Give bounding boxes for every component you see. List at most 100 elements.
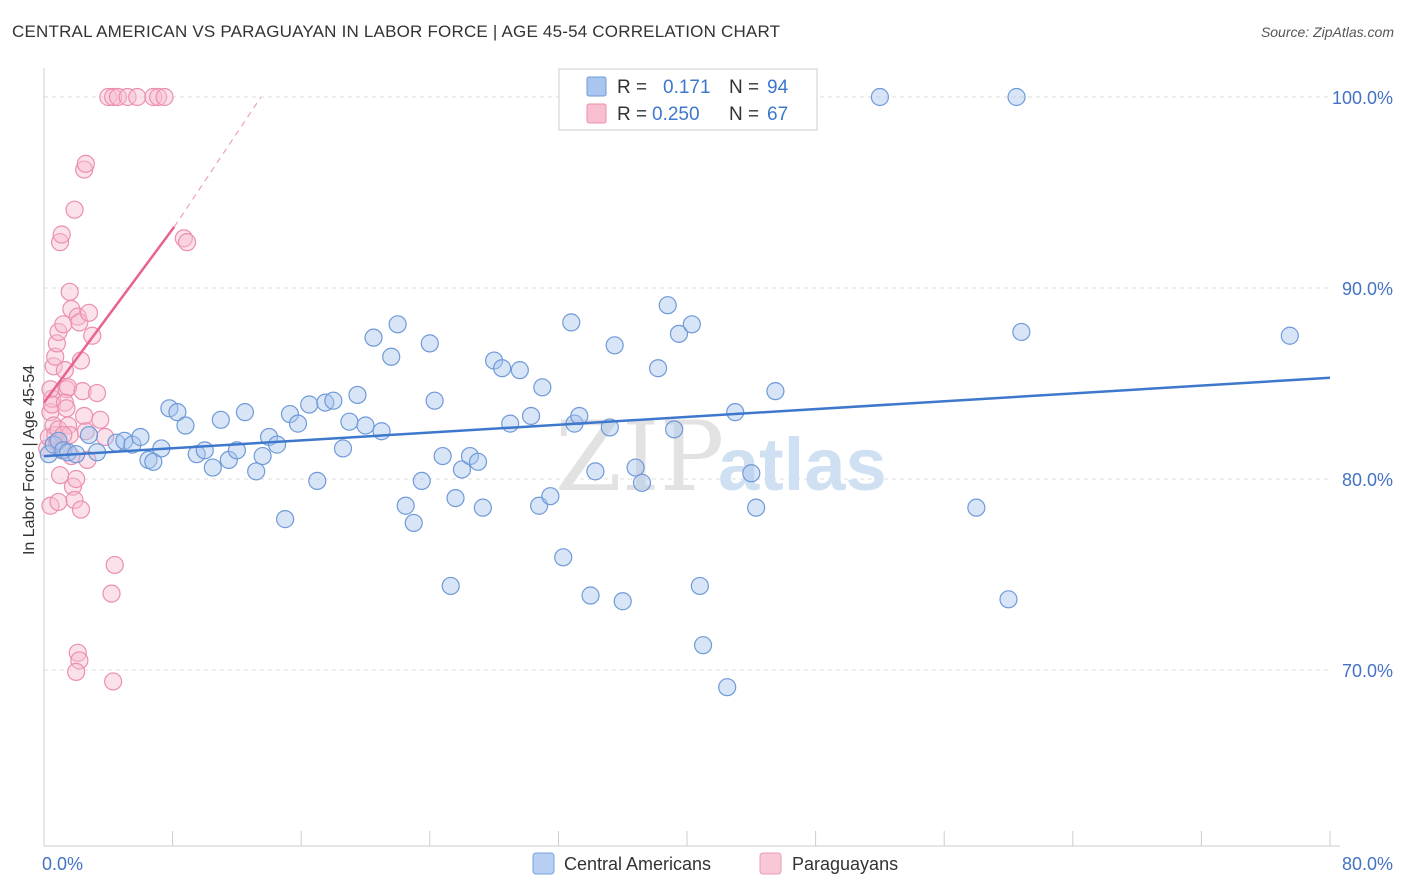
central-american-point	[396, 496, 415, 515]
central-american-point	[300, 395, 319, 414]
central-american-point	[554, 548, 573, 567]
paraguayan-point	[52, 225, 71, 244]
central-american-point	[581, 586, 600, 605]
central-american-point	[626, 458, 645, 477]
paraguayan-point	[95, 427, 115, 447]
central-american-point	[420, 334, 439, 353]
central-american-point	[227, 441, 246, 460]
paraguayan-point	[67, 469, 86, 489]
paraguayan-point	[44, 357, 63, 376]
central-american-point	[541, 487, 560, 506]
central-american-point	[693, 636, 713, 655]
x-tick-label-min: 0.0%	[42, 854, 83, 874]
central-american-point	[340, 412, 359, 431]
paraguayan-point	[59, 416, 78, 435]
central-american-point	[131, 427, 150, 447]
paraguayan-point	[68, 643, 87, 662]
central-american-point	[690, 576, 709, 596]
central-american-point	[356, 416, 375, 435]
paraguayan-point	[118, 87, 137, 107]
central-american-point	[747, 498, 766, 517]
paraguayan-point	[76, 154, 95, 173]
legend-n-label-1: N =	[729, 77, 759, 98]
paraguayan-point	[59, 378, 78, 397]
paraguayan-point	[50, 233, 70, 252]
axes	[43, 68, 1340, 847]
central-american-point	[144, 452, 163, 471]
central-american-point	[533, 378, 552, 397]
paraguayan-point	[70, 313, 89, 332]
central-american-point	[605, 336, 624, 355]
central-american-point	[308, 471, 327, 491]
central-american-point	[718, 678, 737, 697]
paraguayan-point	[65, 490, 84, 510]
central-american-point	[267, 435, 287, 454]
central-american-point	[382, 347, 401, 366]
paraguayans-points	[38, 87, 197, 691]
paraguayan-point	[71, 500, 91, 519]
central-american-point	[211, 410, 230, 429]
paraguayan-point	[79, 303, 99, 322]
legend-r-value-1: 0.171	[663, 77, 711, 98]
central-american-point	[195, 441, 214, 460]
trend-lines	[42, 96, 1331, 458]
paraguayan-point	[149, 87, 168, 107]
paraguayan-point	[99, 87, 118, 107]
tick-labels: 70.0% 80.0% 90.0% 100.0% 0.0% 80.0%	[42, 88, 1393, 874]
central-american-point	[412, 471, 431, 491]
central-american-point	[501, 414, 520, 433]
paraguayan-point	[91, 410, 110, 429]
legend-r-label-1: R =	[617, 77, 647, 98]
central-american-point	[348, 385, 367, 405]
paraguayan-point	[155, 87, 174, 107]
legend-n-value-2: 67	[767, 104, 788, 125]
central-american-point	[586, 462, 605, 481]
paraguayan-point	[104, 672, 123, 691]
central-american-point	[79, 425, 99, 445]
paraguayan-point	[55, 361, 74, 380]
central-american-point	[288, 414, 308, 433]
paraguayan-point	[54, 425, 73, 445]
series-legend: Central Americans Paraguayans	[532, 852, 898, 875]
central-americans-trend-line	[43, 376, 1331, 458]
source-label: Source: ZipAtlas.com	[1260, 24, 1394, 40]
legend-r-label-2: R =	[617, 104, 647, 125]
paraguayan-point	[62, 299, 81, 319]
central-american-point	[253, 446, 272, 466]
central-american-point	[1012, 322, 1031, 342]
paraguayan-point	[57, 399, 76, 418]
central-american-point	[276, 510, 295, 529]
paraguayan-point	[47, 334, 66, 353]
legend-swatch-pink	[586, 103, 607, 124]
y-tick-label-100: 100.0%	[1332, 88, 1393, 108]
central-american-point	[473, 498, 492, 517]
central-american-point	[870, 87, 890, 107]
paraguayan-point	[65, 200, 84, 219]
central-american-point	[665, 420, 684, 439]
paraguayan-point	[54, 315, 73, 334]
y-tick-label-90: 90.0%	[1342, 279, 1393, 299]
central-american-point	[168, 403, 187, 422]
paraguayan-point	[67, 662, 86, 682]
paraguayan-point	[41, 380, 60, 399]
central-american-point	[441, 576, 460, 596]
central-american-point	[372, 422, 391, 441]
central-american-point	[726, 403, 745, 422]
y-tick-label-80: 80.0%	[1342, 470, 1393, 490]
series-label-paraguayans: Paraguayans	[792, 854, 898, 874]
central-american-point	[493, 359, 512, 378]
correlation-legend: R = 0.171 N = 94 R = 0.250 N = 67	[558, 68, 818, 131]
paraguayans-trend-line	[42, 226, 176, 404]
central-american-point	[176, 416, 195, 435]
central-american-point	[452, 460, 472, 479]
central-american-point	[1280, 326, 1299, 345]
paraguayan-point	[46, 347, 65, 366]
central-american-point	[333, 439, 353, 458]
central-american-point	[648, 359, 668, 378]
watermark: ZIP atlas	[555, 401, 887, 513]
gridlines	[44, 96, 1330, 671]
chart-title: CENTRAL AMERICAN VS PARAGUAYAN IN LABOR …	[12, 22, 781, 41]
central-american-point	[388, 315, 407, 334]
paraguayan-point	[108, 87, 128, 107]
